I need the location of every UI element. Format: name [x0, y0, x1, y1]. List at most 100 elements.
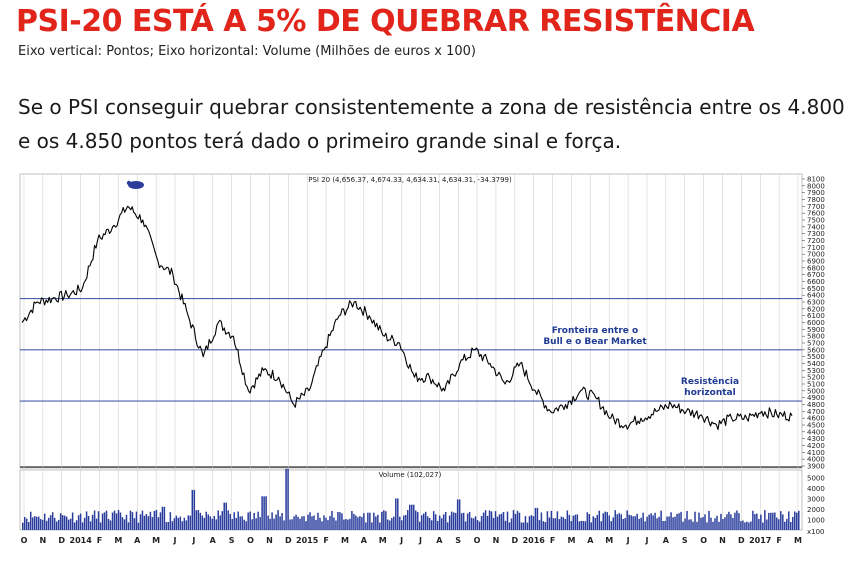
volume-bar — [363, 513, 365, 530]
volume-bar — [25, 518, 28, 530]
volume-bar — [255, 518, 257, 530]
volume-bar — [133, 518, 136, 530]
volume-bar — [574, 514, 577, 530]
x-tick-label: A — [663, 536, 670, 545]
x-tick-label: A — [361, 536, 368, 545]
volume-bar — [199, 512, 202, 530]
annotation-line1: Resistência — [681, 376, 739, 387]
annotation-line1: Fronteira entre o — [552, 326, 638, 336]
volume-bar — [303, 516, 305, 530]
volume-bar — [85, 511, 88, 530]
volume-bar — [107, 519, 110, 530]
volume-bar — [778, 519, 780, 530]
volume-bar — [570, 521, 573, 530]
volume-bar — [341, 513, 343, 530]
x-tick-label: N — [719, 536, 726, 545]
x-tick-label: O — [247, 536, 254, 545]
x-tick-label: F — [550, 536, 555, 545]
volume-bar — [63, 515, 66, 530]
volume-bar — [233, 512, 235, 530]
volume-bar — [596, 514, 599, 530]
volume-bar — [786, 518, 788, 530]
volume-bar — [524, 516, 527, 530]
y-tick-label: 5600 — [807, 346, 825, 354]
volume-bar — [263, 496, 265, 530]
y-tick-label: 7700 — [807, 203, 825, 211]
volume-bar — [716, 515, 718, 530]
volume-bar — [235, 518, 237, 530]
volume-bar — [484, 510, 487, 530]
volume-bar — [530, 515, 533, 530]
volume-bar — [794, 511, 796, 530]
volume-bar — [646, 516, 648, 530]
volume-bar — [782, 514, 784, 530]
volume-bar — [676, 513, 678, 530]
x-tick-label: F — [776, 536, 781, 545]
volume-bar — [29, 511, 32, 530]
volume-bar — [27, 522, 30, 530]
volume-bar — [696, 521, 698, 530]
volume-bar — [468, 511, 471, 530]
y-tick-label: 4900 — [807, 394, 825, 402]
volume-bar — [177, 517, 180, 530]
volume-bar — [454, 512, 457, 530]
volume-bar — [714, 518, 716, 530]
volume-bar — [283, 520, 285, 530]
volume-bar — [796, 512, 798, 530]
y-tick-label: 4700 — [807, 408, 825, 416]
volume-bar — [75, 520, 78, 530]
volume-bar — [634, 516, 636, 530]
volume-bar — [327, 520, 329, 530]
x-tick-label: N — [493, 536, 500, 545]
volume-bar — [139, 514, 142, 530]
volume-bar — [395, 498, 397, 530]
volume-bar — [418, 521, 421, 530]
y-tick-label: 8100 — [807, 176, 825, 184]
volume-bar — [141, 510, 144, 530]
volume-bar — [456, 499, 459, 530]
volume-bar — [652, 515, 654, 530]
y-tick-label: 5700 — [807, 340, 825, 348]
x-tick-label: 2015 — [296, 536, 319, 545]
volume-bar — [281, 513, 283, 530]
volume-bar — [37, 516, 40, 530]
volume-panel-title: Volume (102,027) — [379, 471, 442, 479]
volume-bar — [520, 522, 523, 530]
volume-bar — [135, 511, 138, 530]
y-tick-label: 6100 — [807, 312, 825, 320]
volume-bar — [464, 521, 467, 530]
y-tick-label: 5500 — [807, 353, 825, 361]
volume-bar — [604, 511, 606, 530]
volume-bar — [672, 517, 674, 530]
volume-bar — [71, 512, 74, 530]
volume-bar — [313, 515, 315, 530]
volume-bar — [41, 519, 44, 530]
volume-bar — [351, 511, 353, 530]
volume-bar — [267, 515, 269, 530]
volume-bar — [760, 514, 762, 530]
volume-bar — [391, 518, 393, 530]
volume-bar — [498, 514, 501, 530]
volume-bar — [770, 512, 772, 530]
x-tick-label: D — [285, 536, 292, 545]
volume-bar — [385, 511, 387, 530]
volume-bar — [31, 517, 34, 530]
volume-bar — [191, 489, 194, 530]
x-tick-label: J — [418, 536, 422, 545]
volume-bar — [185, 520, 188, 530]
volume-bar — [221, 511, 223, 530]
volume-bar — [470, 517, 473, 530]
volume-bar — [39, 519, 42, 530]
volume-bar — [684, 518, 686, 530]
volume-bar — [668, 516, 670, 530]
volume-bar — [488, 510, 491, 530]
y-tick-label: 5000 — [807, 387, 825, 395]
volume-bar — [482, 512, 485, 530]
volume-bar — [149, 511, 152, 530]
volume-bar — [95, 518, 98, 530]
volume-bar — [432, 511, 435, 530]
volume-bar — [91, 514, 94, 530]
y-tick-label: 6800 — [807, 264, 825, 272]
volume-bar — [93, 510, 96, 530]
volume-bar — [169, 512, 172, 530]
